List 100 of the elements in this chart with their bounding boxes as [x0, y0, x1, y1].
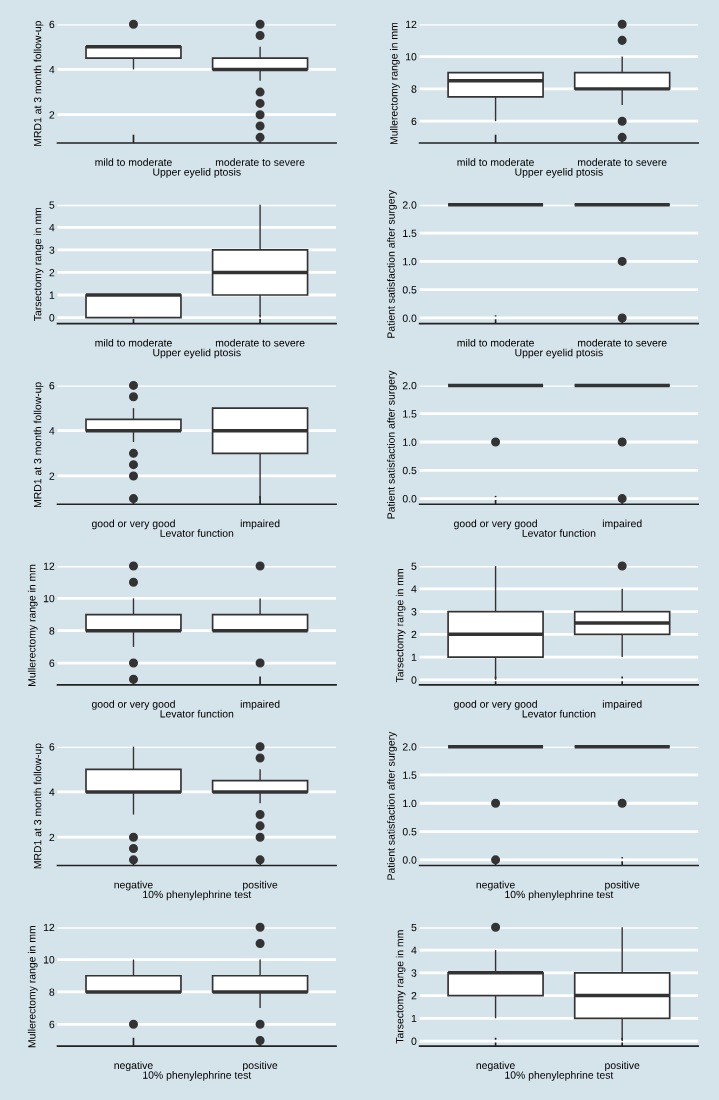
- y-tick-label: 6: [49, 743, 55, 751]
- y-axis-title: MRD1 at 3 month follow-up: [33, 382, 44, 508]
- x-tick-label: positive: [243, 880, 278, 891]
- y-tick-label: 12: [406, 20, 417, 28]
- y-tick-label: 1: [411, 653, 417, 661]
- x-tick-label: mild to moderate: [95, 158, 172, 166]
- x-tick-label: good or very good: [454, 700, 537, 710]
- x-tick-label: positive: [243, 1061, 278, 1072]
- y-tick-label: 2: [49, 268, 55, 277]
- x-axis-title: Upper eyelid ptosis: [515, 168, 603, 178]
- x-tick-label: positive: [605, 1061, 640, 1072]
- x-tick-label: mild to moderate: [457, 338, 534, 347]
- x-tick-label: positive: [605, 880, 640, 891]
- x-tick-label: negative: [476, 1061, 515, 1072]
- y-tick-label: 0.0: [402, 495, 417, 503]
- y-tick-label: 0.5: [402, 466, 417, 475]
- y-tick-label: 1.5: [403, 229, 417, 237]
- y-tick-label: 4: [49, 788, 55, 796]
- y-tick-label: 4: [49, 66, 55, 74]
- y-tick-label: 0: [411, 1037, 417, 1045]
- x-tick-label: impaired: [602, 700, 642, 710]
- y-axis-title: Mullerectomy range in mm: [389, 22, 400, 145]
- y-axis-title: Patient satisfaction after surgery: [387, 370, 397, 519]
- y-tick-label: 0: [49, 314, 55, 322]
- y-tick-label: 0: [411, 676, 417, 684]
- x-tick-label: impaired: [240, 519, 280, 530]
- y-axis-title: MRD1 at 3 month follow-up: [33, 20, 44, 146]
- y-tick-label: 6: [411, 117, 417, 126]
- y-tick-label: 0.0: [402, 314, 417, 322]
- x-tick-label: negative: [114, 880, 153, 891]
- x-tick-label: negative: [476, 880, 515, 891]
- y-tick-label: 0.5: [402, 828, 417, 836]
- y-tick-label: 2.0: [402, 201, 417, 209]
- x-axis-title: 10% phenylephrine test: [143, 1071, 252, 1081]
- y-tick-label: 6: [49, 381, 55, 390]
- y-axis-title: MRD1 at 3 month follow-up: [33, 743, 44, 869]
- y-tick-label: 12: [43, 562, 55, 570]
- x-axis-title: Levator function: [522, 709, 596, 718]
- x-axis-title: Levator function: [522, 529, 596, 537]
- y-tick-label: 5: [411, 923, 417, 932]
- y-tick-label: 3: [411, 969, 417, 977]
- y-tick-label: 4: [411, 585, 417, 593]
- y-tick-label: 2: [49, 833, 55, 841]
- x-axis-title: Levator function: [160, 709, 234, 718]
- y-tick-label: 2: [49, 472, 55, 480]
- y-tick-label: 2: [411, 630, 417, 639]
- y-tick-label: 2: [49, 111, 55, 119]
- y-axis-title: Patient satisfaction after surgery: [387, 731, 397, 880]
- x-tick-label: moderate to severe: [215, 158, 305, 166]
- y-tick-label: 3: [49, 246, 55, 254]
- y-tick-label: 4: [49, 427, 55, 435]
- y-tick-label: 5: [49, 201, 55, 209]
- y-tick-label: 1.0: [403, 799, 417, 808]
- y-tick-label: 8: [49, 988, 55, 996]
- y-tick-label: 2: [411, 992, 417, 1000]
- x-axis-title: Upper eyelid ptosis: [515, 348, 603, 359]
- y-tick-label: 8: [49, 627, 55, 635]
- y-tick-label: 1.5: [403, 771, 417, 779]
- y-tick-label: 8: [411, 85, 417, 93]
- x-axis-title: 10% phenylephrine test: [505, 890, 614, 901]
- x-tick-label: impaired: [602, 519, 642, 530]
- y-tick-label: 2.0: [402, 381, 417, 390]
- x-tick-label: moderate to severe: [578, 158, 667, 166]
- y-tick-label: 12: [43, 923, 55, 932]
- y-tick-label: 6: [49, 659, 55, 667]
- x-tick-label: mild to moderate: [95, 338, 172, 347]
- y-axis-title: Mullerectomy range in mm: [27, 926, 38, 1048]
- x-tick-label: mild to moderate: [457, 158, 534, 166]
- x-axis-title: 10% phenylephrine test: [505, 1071, 614, 1081]
- y-axis-title: Mullerectomy range in mm: [27, 564, 38, 686]
- y-tick-label: 0.0: [402, 856, 417, 864]
- y-tick-label: 4: [49, 223, 55, 232]
- x-tick-label: moderate to severe: [578, 338, 667, 347]
- y-tick-label: 10: [406, 53, 417, 61]
- y-tick-label: 6: [49, 20, 55, 29]
- y-tick-label: 5: [411, 562, 417, 570]
- y-tick-label: 1: [411, 1014, 417, 1023]
- x-tick-label: good or very good: [454, 519, 537, 530]
- y-tick-label: 10: [43, 594, 55, 603]
- y-tick-label: 3: [411, 608, 417, 616]
- x-tick-label: moderate to severe: [215, 338, 305, 347]
- x-axis-title: Levator function: [160, 529, 234, 537]
- y-tick-label: 1: [49, 291, 55, 299]
- y-tick-label: 0.5: [402, 286, 417, 294]
- x-axis-title: Upper eyelid ptosis: [153, 168, 241, 178]
- y-tick-label: 6: [49, 1020, 55, 1029]
- y-axis-title: Patient satisfaction after surgery: [387, 189, 397, 338]
- y-tick-label: 1.5: [403, 410, 417, 418]
- y-tick-label: 2.0: [402, 743, 417, 751]
- x-tick-label: negative: [114, 1061, 153, 1072]
- y-axis-title: Tarsectomy range in mm: [395, 930, 406, 1044]
- y-tick-label: 1.0: [403, 257, 417, 266]
- y-axis-title: Tarsectomy range in mm: [395, 569, 406, 683]
- x-axis-title: 10% phenylephrine test: [143, 890, 252, 901]
- y-axis-title: Tarsectomy range in mm: [33, 207, 44, 322]
- x-tick-label: impaired: [240, 700, 280, 710]
- x-tick-label: good or very good: [91, 700, 175, 710]
- y-tick-label: 10: [43, 956, 55, 964]
- x-tick-label: good or very good: [91, 519, 175, 530]
- y-tick-label: 1.0: [403, 438, 417, 446]
